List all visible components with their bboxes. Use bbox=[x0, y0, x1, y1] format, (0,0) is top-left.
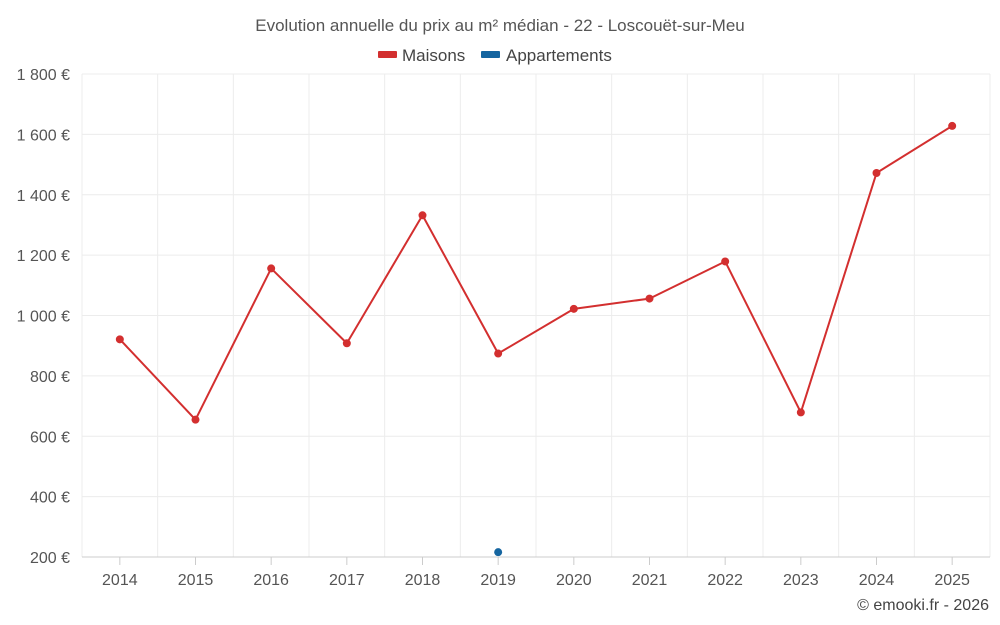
data-point-maisons[interactable] bbox=[721, 257, 730, 266]
y-tick-label: 800 € bbox=[30, 369, 70, 386]
x-tick-label: 2014 bbox=[102, 572, 138, 589]
x-tick-label: 2016 bbox=[253, 572, 289, 589]
y-tick-label: 1 000 € bbox=[17, 309, 70, 326]
legend-item-maisons[interactable]: Maisons bbox=[378, 46, 465, 65]
y-tick-label: 1 800 € bbox=[17, 67, 70, 84]
x-tick-label: 2015 bbox=[178, 572, 214, 589]
data-point-maisons[interactable] bbox=[115, 335, 124, 344]
x-tick-label: 2019 bbox=[480, 572, 516, 589]
x-tick-label: 2017 bbox=[329, 572, 365, 589]
data-point-appartements[interactable] bbox=[494, 548, 503, 557]
data-point-maisons[interactable] bbox=[418, 211, 427, 220]
x-tick-label: 2023 bbox=[783, 572, 819, 589]
x-tick-label: 2025 bbox=[934, 572, 970, 589]
y-tick-label: 1 400 € bbox=[17, 188, 70, 205]
credit: © emooki.fr - 2026 bbox=[857, 597, 989, 614]
x-axis: 2014 2015 2016 2017 2018 2019 2020 2021 2022 2023… bbox=[82, 556, 990, 589]
data-point-maisons[interactable] bbox=[267, 264, 276, 273]
data-point-maisons[interactable] bbox=[494, 349, 503, 358]
data-point-maisons[interactable] bbox=[645, 294, 654, 303]
series-line-maisons bbox=[119, 125, 953, 421]
legend-item-appartements[interactable]: Appartements bbox=[481, 46, 612, 65]
legend-label-appartements: Appartements bbox=[506, 46, 612, 65]
data-point-maisons[interactable] bbox=[872, 169, 881, 178]
legend-swatch-maisons bbox=[378, 51, 397, 58]
legend-swatch-appartements bbox=[481, 51, 500, 58]
y-tick-label: 200 € bbox=[30, 550, 70, 567]
data-point-maisons[interactable] bbox=[191, 415, 200, 424]
grid bbox=[81, 73, 991, 558]
y-tick-label: 400 € bbox=[30, 490, 70, 507]
y-axis: 200 € 400 € 600 € 800 € 1 000 € 1 200 € 1 400 … bbox=[17, 67, 70, 567]
data-point-maisons[interactable] bbox=[569, 304, 578, 313]
x-tick-label: 2020 bbox=[556, 572, 592, 589]
y-tick-label: 600 € bbox=[30, 429, 70, 446]
x-tick-label: 2022 bbox=[707, 572, 743, 589]
series bbox=[115, 121, 957, 557]
legend: Maisons Appartements bbox=[378, 46, 612, 65]
x-tick-label: 2018 bbox=[405, 572, 441, 589]
data-point-maisons[interactable] bbox=[948, 121, 957, 130]
data-point-maisons[interactable] bbox=[796, 408, 805, 417]
data-point-maisons[interactable] bbox=[342, 339, 351, 348]
y-tick-label: 1 600 € bbox=[17, 127, 70, 144]
y-tick-label: 1 200 € bbox=[17, 248, 70, 265]
x-tick-label: 2024 bbox=[859, 572, 895, 589]
chart-title: Evolution annuelle du prix au m² médian … bbox=[255, 16, 744, 35]
legend-label-maisons: Maisons bbox=[402, 46, 465, 65]
x-tick-label: 2021 bbox=[632, 572, 668, 589]
